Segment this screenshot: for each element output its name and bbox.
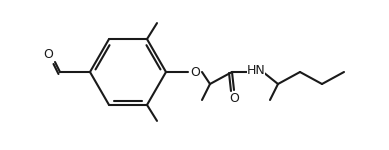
Text: HN: HN — [247, 63, 265, 76]
Text: O: O — [229, 93, 239, 105]
Text: O: O — [43, 48, 53, 60]
Text: O: O — [190, 66, 200, 78]
